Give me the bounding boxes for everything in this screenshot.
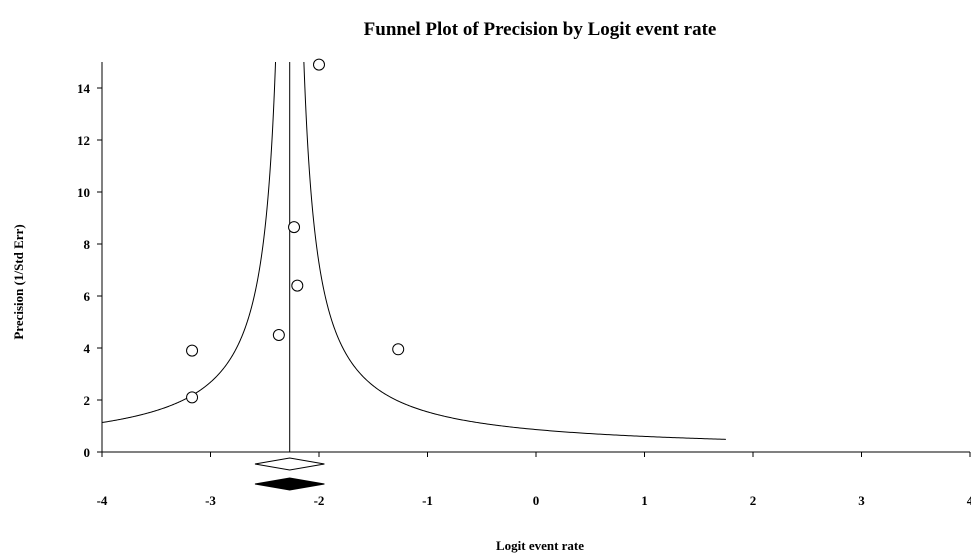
- chart-title: Funnel Plot of Precision by Logit event …: [364, 19, 717, 40]
- y-tick-label: 10: [77, 185, 90, 200]
- y-tick-label: 14: [77, 81, 91, 96]
- x-tick-label: 0: [533, 493, 540, 508]
- study-point: [288, 221, 301, 234]
- y-axis-title: Precision (1/Std Err): [11, 224, 26, 339]
- x-tick-label: -2: [314, 493, 325, 508]
- y-tick-label: 2: [84, 393, 91, 408]
- x-tick-label: 1: [641, 493, 648, 508]
- summary-diamond-observed: [254, 457, 325, 471]
- summary-diamond-imputed: [254, 477, 325, 491]
- x-tick-label: -4: [97, 493, 108, 508]
- funnel-left-curve: [101, 61, 277, 424]
- funnel-right-curve: [303, 62, 726, 440]
- x-tick-label: 2: [750, 493, 757, 508]
- study-point: [291, 279, 304, 292]
- study-point: [272, 329, 285, 341]
- y-tick-label: 8: [84, 237, 91, 252]
- x-tick-label: -1: [422, 493, 433, 508]
- study-point: [392, 343, 405, 356]
- x-axis-title: Logit event rate: [496, 538, 584, 553]
- study-point: [313, 58, 325, 71]
- y-tick-label: 12: [77, 133, 90, 148]
- x-tick-label: 3: [858, 493, 865, 508]
- x-tick-label: -3: [205, 493, 216, 508]
- y-tick-label: 4: [84, 341, 91, 356]
- study-point: [186, 344, 199, 357]
- y-tick-label: 6: [84, 289, 91, 304]
- x-tick-label: 4: [967, 493, 971, 508]
- study-point: [186, 391, 199, 404]
- y-tick-label: 0: [84, 445, 91, 460]
